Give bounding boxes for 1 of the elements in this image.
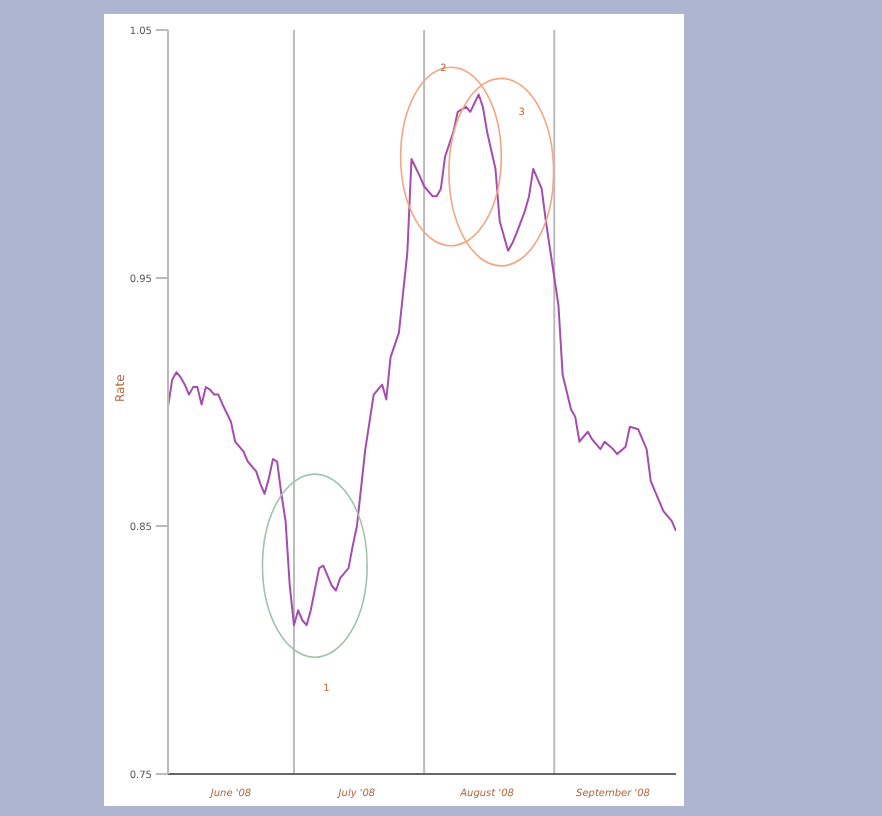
line-series: [168, 93, 676, 627]
